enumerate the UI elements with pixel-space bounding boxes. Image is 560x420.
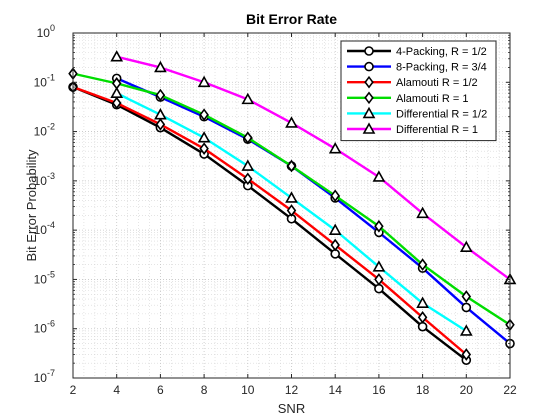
data-point-triangle-marker: [362, 106, 376, 119]
x-tick-label: 8: [201, 383, 208, 397]
data-point-triangle-marker: [416, 206, 429, 219]
x-tick-label: 6: [157, 383, 164, 397]
series-group: [68, 67, 515, 332]
data-point-triangle-marker: [241, 92, 255, 105]
data-point-triangle-marker: [285, 191, 298, 203]
series-group: [68, 80, 472, 361]
data-point-diamond-marker: [374, 273, 384, 286]
x-axis-ticks: 2 4 6 8 10 12 14 16 18 20 22: [70, 33, 517, 397]
data-point-diamond-marker: [155, 88, 166, 102]
x-tick-label: 4: [113, 383, 120, 397]
data-point-triangle-marker: [110, 86, 124, 99]
data-point-triangle-marker: [285, 116, 298, 128]
x-tick-label: 18: [416, 383, 430, 397]
series-group: [110, 50, 517, 285]
data-point-triangle-marker: [362, 122, 376, 134]
x-tick-label: 10: [241, 383, 255, 397]
data-point-diamond-marker: [199, 108, 209, 122]
data-point-diamond-marker: [461, 348, 472, 361]
data-point-triangle-marker: [154, 60, 167, 73]
x-tick-label: 14: [329, 383, 343, 397]
series-line: [116, 55, 511, 281]
series-group: [110, 86, 473, 336]
legend-entry-label: Differential R = 1/2: [396, 108, 487, 120]
data-point-diamond-marker: [364, 75, 374, 89]
data-point-diamond-marker: [286, 159, 297, 173]
x-tick-label: 12: [285, 383, 299, 397]
y-axis-ticks: 10-7 10-6 10-5 10-4 10-3 10-2 10-1 100: [34, 23, 510, 385]
series-line: [72, 85, 468, 362]
data-point-triangle-marker: [416, 296, 429, 308]
data-point-diamond-marker: [243, 131, 253, 145]
data-point-triangle-marker: [110, 50, 124, 62]
data-point-diamond-marker: [374, 219, 384, 233]
series-line: [72, 85, 468, 356]
data-point-diamond-marker: [364, 91, 374, 105]
data-point-triangle-marker: [197, 131, 211, 143]
x-tick-label: 16: [372, 383, 386, 397]
series-layer: [68, 50, 517, 365]
data-point-circle-marker: [364, 46, 374, 56]
data-point-diamond-marker: [417, 258, 428, 271]
data-point-diamond-marker: [111, 96, 122, 110]
data-point-circle-marker: [364, 61, 374, 72]
data-point-diamond-marker: [243, 172, 253, 186]
data-point-triangle-marker: [372, 170, 386, 182]
legend-entry-label: Differential R = 1: [396, 124, 478, 136]
y-tick-label: 10-6: [34, 319, 55, 336]
legend-entry-label: Alamouti R = 1/2: [396, 77, 478, 89]
legend-entry-label: Alamouti R = 1: [396, 93, 468, 105]
data-point-diamond-marker: [199, 142, 209, 155]
legend-box: [340, 40, 497, 142]
x-tick-label: 20: [460, 383, 474, 397]
data-point-triangle-marker: [459, 324, 473, 336]
data-point-diamond-marker: [155, 118, 166, 131]
data-point-triangle-marker: [241, 159, 255, 171]
y-tick-label: 100: [37, 23, 55, 40]
legend: 4-Packing, R = 1/2 8-Packing, R = 3/4 Alam…: [340, 40, 497, 142]
legend-entry-label: 4-Packing, R = 1/2: [396, 46, 487, 58]
data-point-triangle-marker: [154, 108, 167, 120]
data-point-triangle-marker: [328, 142, 342, 154]
data-point-diamond-marker: [461, 290, 472, 303]
data-point-circle-marker: [374, 283, 384, 294]
data-point-triangle-marker: [372, 260, 386, 272]
y-tick-label: 10-2: [34, 122, 55, 139]
data-point-triangle-marker: [197, 75, 211, 88]
legend-entry-label: 8-Packing, R = 3/4: [396, 62, 487, 74]
x-tick-label: 2: [70, 383, 77, 397]
y-tick-label: 10-4: [34, 220, 55, 237]
data-point-triangle-marker: [328, 223, 342, 235]
x-tick-label: 22: [503, 383, 517, 397]
y-axis-label: Bit Error Probability: [24, 149, 39, 261]
data-point-triangle-marker: [459, 240, 473, 253]
data-point-circle-marker: [461, 302, 472, 313]
data-point-circle-marker: [417, 321, 428, 332]
y-tick-label: 10-1: [34, 72, 55, 89]
y-tick-label: 10-7: [34, 368, 55, 385]
data-point-diamond-marker: [286, 204, 297, 217]
y-tick-label: 10-3: [34, 171, 55, 188]
y-tick-label: 10-5: [34, 269, 55, 286]
data-point-diamond-marker: [330, 189, 340, 203]
data-point-diamond-marker: [330, 238, 340, 252]
data-point-diamond-marker: [417, 311, 428, 324]
x-axis-label: SNR: [278, 401, 305, 416]
chart-title: Bit Error Rate: [246, 11, 337, 27]
